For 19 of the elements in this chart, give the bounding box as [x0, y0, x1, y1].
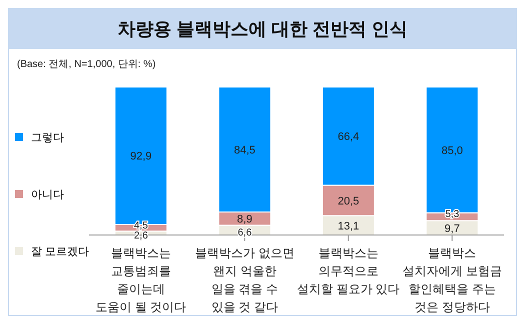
data-label: 84,5: [234, 144, 256, 157]
x-tick-label: 블랙박스 설치자에게 보험금 할인혜택을 주는 것은 정당하다: [402, 246, 502, 314]
chart-subtitle: (Base: 전체, N=1,000, 단위: %): [16, 58, 157, 71]
data-label: 20,5: [338, 195, 360, 208]
chart-title: 차량용 블랙박스에 대한 전반적 인식: [9, 9, 516, 49]
data-label: 2,6: [134, 230, 148, 242]
x-tick-label: 블랙박스는 교통범죄를 줄이는데 도움이 될 것이다: [96, 246, 186, 314]
data-label: 8,9: [237, 214, 252, 226]
x-tick-label: 블랙박스가 없으면 왠지 억울한 일을 겪을 수 있을 것 같다: [194, 246, 294, 314]
data-label: 9,7: [444, 222, 460, 235]
data-label: 92,9: [130, 150, 152, 163]
x-tick-label: 블랙박스는 의무적으로 설치할 필요가 있다: [297, 246, 400, 296]
legend-label: 아니다: [31, 188, 64, 202]
data-label: 66,4: [338, 131, 360, 144]
legend-label: 그렇다: [31, 130, 64, 144]
legend-label: 잘 모르겠다: [31, 244, 90, 258]
data-label: 6,6: [238, 228, 252, 239]
data-label: 85,0: [441, 144, 463, 157]
data-label: 13,1: [338, 220, 360, 232]
